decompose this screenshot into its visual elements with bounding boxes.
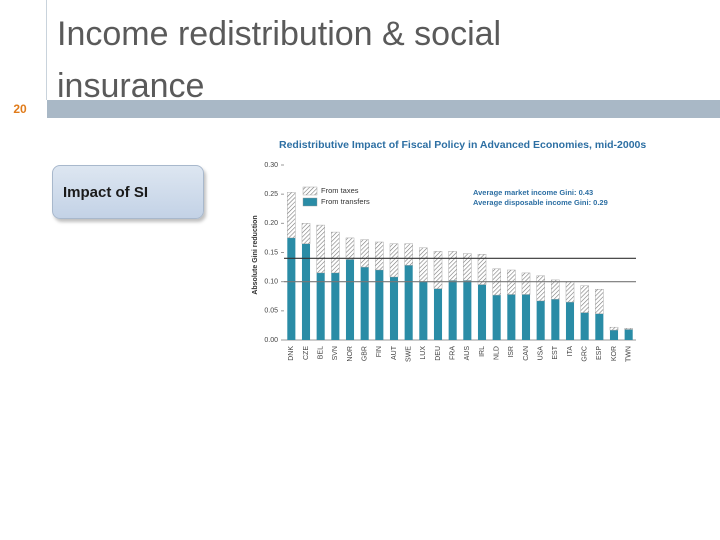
- chart-title: Redistributive Impact of Fiscal Policy i…: [279, 139, 646, 151]
- y-tick-label: 0.30: [264, 162, 278, 169]
- bar-segment: [345, 259, 355, 340]
- x-tick-label: IRL: [479, 346, 486, 357]
- bar-segment: [448, 280, 457, 340]
- bar-segment: [448, 251, 457, 281]
- x-tick-label: USA: [538, 346, 545, 361]
- bar-segment: [404, 243, 413, 266]
- annotation: Average market income Gini: 0.43: [473, 188, 593, 197]
- bar-segment: [609, 330, 619, 340]
- x-tick-label: BEL: [318, 346, 325, 359]
- bar-segment: [404, 265, 413, 340]
- y-tick-label: 0.15: [264, 249, 278, 256]
- bar-segment: [595, 289, 604, 314]
- bar-segment: [389, 277, 399, 340]
- bar-segment: [521, 272, 531, 295]
- bar-segment: [580, 285, 589, 313]
- bar-segment: [360, 267, 369, 340]
- bar-segment: [565, 302, 575, 340]
- bar-segment: [433, 288, 443, 340]
- y-axis-label: Absolute Gini reduction: [252, 215, 259, 294]
- y-tick-label: 0.25: [264, 191, 278, 198]
- x-tick-label: FRA: [450, 346, 457, 360]
- y-tick-label: 0.20: [264, 220, 278, 227]
- bar-segment: [477, 254, 487, 285]
- bar-segment: [331, 272, 340, 340]
- slide-title: Income redistribution & social insurance: [57, 15, 502, 105]
- y-tick-label: 0.10: [264, 279, 278, 286]
- x-tick-label: EST: [552, 345, 559, 359]
- bar-segment: [287, 237, 296, 340]
- label-box: Impact of SI: [52, 165, 204, 219]
- bar-segment: [345, 237, 355, 260]
- x-tick-label: AUS: [464, 346, 471, 361]
- bar-segment: [419, 247, 428, 282]
- bar-segment: [565, 281, 575, 303]
- title-band: [47, 100, 720, 118]
- legend-label: From transfers: [321, 197, 370, 206]
- legend-swatch: [302, 186, 318, 196]
- bar-segment: [595, 313, 604, 340]
- x-tick-label: ESP: [596, 346, 603, 360]
- bar-segment: [331, 231, 340, 274]
- x-tick-label: DNK: [288, 346, 295, 361]
- x-tick-label: CAN: [523, 346, 530, 361]
- x-tick-label: GBR: [362, 346, 369, 361]
- slide-number: 20: [13, 102, 27, 116]
- bar-segment: [375, 270, 384, 340]
- x-tick-label: SWE: [406, 346, 413, 362]
- bar-segment: [316, 272, 325, 340]
- bar-segment: [301, 243, 311, 340]
- bar-segment: [492, 295, 501, 340]
- bar-segment: [624, 328, 633, 330]
- divider: [46, 0, 47, 100]
- legend-swatch: [302, 197, 318, 207]
- legend-label: From taxes: [321, 186, 359, 195]
- bar-segment: [433, 251, 443, 289]
- x-tick-label: SVN: [332, 346, 339, 360]
- x-tick-label: DEU: [435, 346, 442, 361]
- bar-segment: [375, 241, 384, 271]
- bar-segment: [580, 312, 589, 340]
- bar-segment: [301, 223, 311, 244]
- bar-segment: [419, 281, 428, 340]
- bar-segment: [536, 275, 545, 302]
- bar-segment: [521, 294, 531, 340]
- x-tick-label: GRC: [582, 346, 589, 362]
- x-tick-label: AUT: [391, 345, 398, 360]
- x-tick-label: ITA: [567, 346, 574, 357]
- bar-segment: [551, 279, 560, 300]
- annotation: Average disposable income Gini: 0.29: [473, 198, 608, 207]
- bar-segment: [507, 294, 516, 340]
- x-tick-label: ISR: [508, 346, 515, 358]
- bar-segment: [463, 253, 472, 281]
- bar-segment: [624, 329, 633, 340]
- bar-segment: [360, 239, 369, 268]
- y-tick-label: 0.05: [264, 308, 278, 315]
- bar-segment: [536, 300, 545, 340]
- x-tick-label: LUX: [420, 346, 427, 360]
- x-tick-label: NOR: [347, 346, 354, 362]
- x-tick-label: KOR: [611, 346, 618, 361]
- bar-segment: [389, 243, 399, 278]
- bar-segment: [609, 326, 619, 331]
- x-tick-label: NLD: [494, 346, 501, 360]
- x-tick-label: CZE: [303, 346, 310, 360]
- x-tick-label: TWN: [626, 346, 633, 362]
- bar-segment: [551, 299, 560, 340]
- x-tick-label: FIN: [376, 346, 383, 357]
- bar-segment: [316, 224, 325, 274]
- bar-segment: [463, 280, 472, 340]
- y-tick-label: 0.00: [264, 337, 278, 344]
- bar-segment: [477, 284, 487, 340]
- bar-segment: [287, 192, 296, 239]
